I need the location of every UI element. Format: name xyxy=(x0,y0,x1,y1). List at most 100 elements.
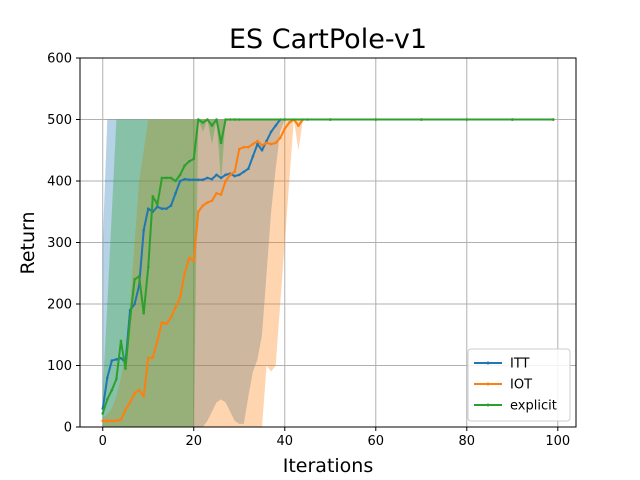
point-iot xyxy=(197,210,200,214)
x-tick-label: 40 xyxy=(276,434,293,449)
point-iot xyxy=(224,179,227,183)
point-iot xyxy=(283,127,287,131)
point-iot xyxy=(210,199,214,202)
point-explicit xyxy=(219,141,223,145)
point-itt xyxy=(119,356,123,360)
point-iot xyxy=(133,391,136,395)
point-iot xyxy=(278,136,282,140)
point-itt xyxy=(206,176,209,180)
point-iot xyxy=(297,124,300,127)
point-explicit xyxy=(137,275,141,278)
point-iot xyxy=(110,419,114,423)
chart-title: ES CartPole-v1 xyxy=(229,24,427,55)
point-explicit xyxy=(192,157,196,161)
y-tick-label: 400 xyxy=(47,175,72,190)
point-iot xyxy=(269,142,273,146)
point-iot xyxy=(274,141,277,145)
x-tick-label: 20 xyxy=(185,434,202,449)
point-iot xyxy=(165,322,168,325)
point-explicit xyxy=(146,265,150,269)
x-tick-label: 100 xyxy=(545,434,570,449)
point-explicit xyxy=(101,412,105,415)
point-explicit xyxy=(215,118,218,121)
point-explicit xyxy=(224,118,227,121)
point-explicit xyxy=(419,118,423,121)
point-iot xyxy=(151,356,155,359)
y-axis-label: Return xyxy=(17,211,39,274)
point-iot xyxy=(260,144,264,147)
point-iot xyxy=(160,321,164,324)
point-explicit xyxy=(283,118,287,121)
point-itt xyxy=(133,302,136,306)
point-itt xyxy=(265,139,268,143)
point-explicit xyxy=(187,160,191,163)
y-tick-label: 300 xyxy=(47,236,72,251)
point-itt xyxy=(201,178,205,182)
legend: ITT IOT explicit xyxy=(467,348,571,422)
point-iot xyxy=(256,139,259,143)
y-tick-label: 600 xyxy=(47,52,72,67)
point-itt xyxy=(219,176,223,180)
legend-box xyxy=(467,348,571,422)
point-explicit xyxy=(169,176,173,180)
point-itt xyxy=(156,205,159,209)
point-explicit xyxy=(210,124,214,127)
y-tick-label: 500 xyxy=(47,113,72,128)
point-explicit xyxy=(128,318,132,321)
band-explicit xyxy=(102,119,554,427)
point-explicit xyxy=(174,179,177,183)
point-explicit xyxy=(206,118,209,121)
axis-ticks: 0 20 40 60 80 100 0 100 200 300 400 500 600 xyxy=(47,52,570,450)
y-tick-label: 100 xyxy=(47,359,72,374)
point-iot xyxy=(178,296,182,300)
point-itt xyxy=(251,155,255,158)
point-explicit xyxy=(233,118,237,121)
point-itt xyxy=(256,142,259,146)
point-iot xyxy=(183,271,186,275)
point-explicit xyxy=(237,118,241,121)
point-iot xyxy=(115,419,118,423)
point-itt xyxy=(237,173,241,177)
point-iot xyxy=(119,418,123,421)
point-itt xyxy=(260,148,264,152)
point-explicit xyxy=(197,118,200,121)
point-explicit xyxy=(165,176,168,180)
x-tick-label: 80 xyxy=(459,434,476,449)
point-explicit xyxy=(374,118,378,121)
point-iot xyxy=(156,339,159,343)
point-iot xyxy=(206,201,209,204)
point-itt xyxy=(165,207,168,210)
point-iot xyxy=(106,419,109,423)
point-iot xyxy=(101,419,105,423)
point-itt xyxy=(247,167,250,170)
point-itt xyxy=(146,207,150,210)
point-explicit xyxy=(133,278,136,281)
point-explicit xyxy=(178,173,182,177)
point-itt xyxy=(187,178,191,182)
point-iot xyxy=(265,141,268,145)
point-itt xyxy=(242,170,246,174)
series-lines xyxy=(101,118,555,423)
point-iot xyxy=(288,121,291,124)
line-explicit xyxy=(101,118,554,414)
point-itt xyxy=(110,359,114,362)
legend-label: IOT xyxy=(510,378,532,393)
point-itt xyxy=(178,179,182,183)
point-explicit xyxy=(142,311,146,315)
point-explicit xyxy=(115,377,118,381)
point-explicit xyxy=(119,339,123,343)
point-itt xyxy=(169,204,173,207)
point-itt xyxy=(192,178,196,182)
point-itt xyxy=(115,358,118,361)
point-itt xyxy=(183,177,186,181)
point-itt xyxy=(224,173,227,177)
legend-marker xyxy=(486,403,490,407)
point-iot xyxy=(247,145,250,149)
legend-marker xyxy=(486,361,490,365)
point-itt xyxy=(215,173,218,177)
point-iot xyxy=(137,388,141,392)
point-explicit xyxy=(110,388,114,392)
point-itt xyxy=(210,177,214,181)
point-iot xyxy=(219,193,223,196)
point-explicit xyxy=(156,203,159,206)
